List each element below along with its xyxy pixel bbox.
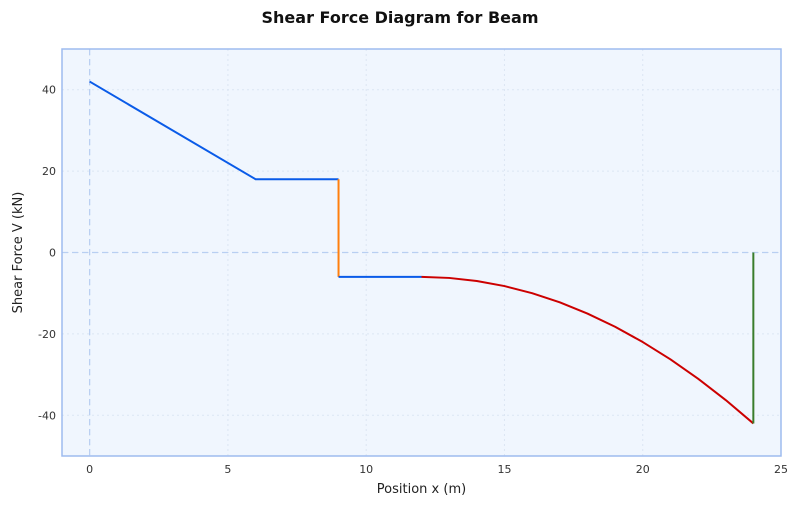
x-axis-label: Position x (m) xyxy=(377,482,466,497)
y-tick-label: -40 xyxy=(38,409,56,422)
y-tick-label: 40 xyxy=(42,84,56,97)
x-tick-label: 0 xyxy=(86,463,93,476)
x-tick-label: 25 xyxy=(774,463,788,476)
y-tick-label: -20 xyxy=(38,328,56,341)
x-tick-label: 5 xyxy=(224,463,231,476)
y-tick-label: 0 xyxy=(49,247,56,260)
chart-title: Shear Force Diagram for Beam xyxy=(261,8,539,27)
x-tick-label: 15 xyxy=(497,463,511,476)
x-tick-label: 10 xyxy=(359,463,373,476)
y-axis-label: Shear Force V (kN) xyxy=(11,192,26,314)
series-line-0 xyxy=(89,80,339,181)
x-tick-label: 20 xyxy=(636,463,650,476)
plot-area xyxy=(62,49,781,456)
y-tick-label: 20 xyxy=(42,165,56,178)
plot-frame xyxy=(61,48,782,457)
series-line-3 xyxy=(421,275,754,425)
